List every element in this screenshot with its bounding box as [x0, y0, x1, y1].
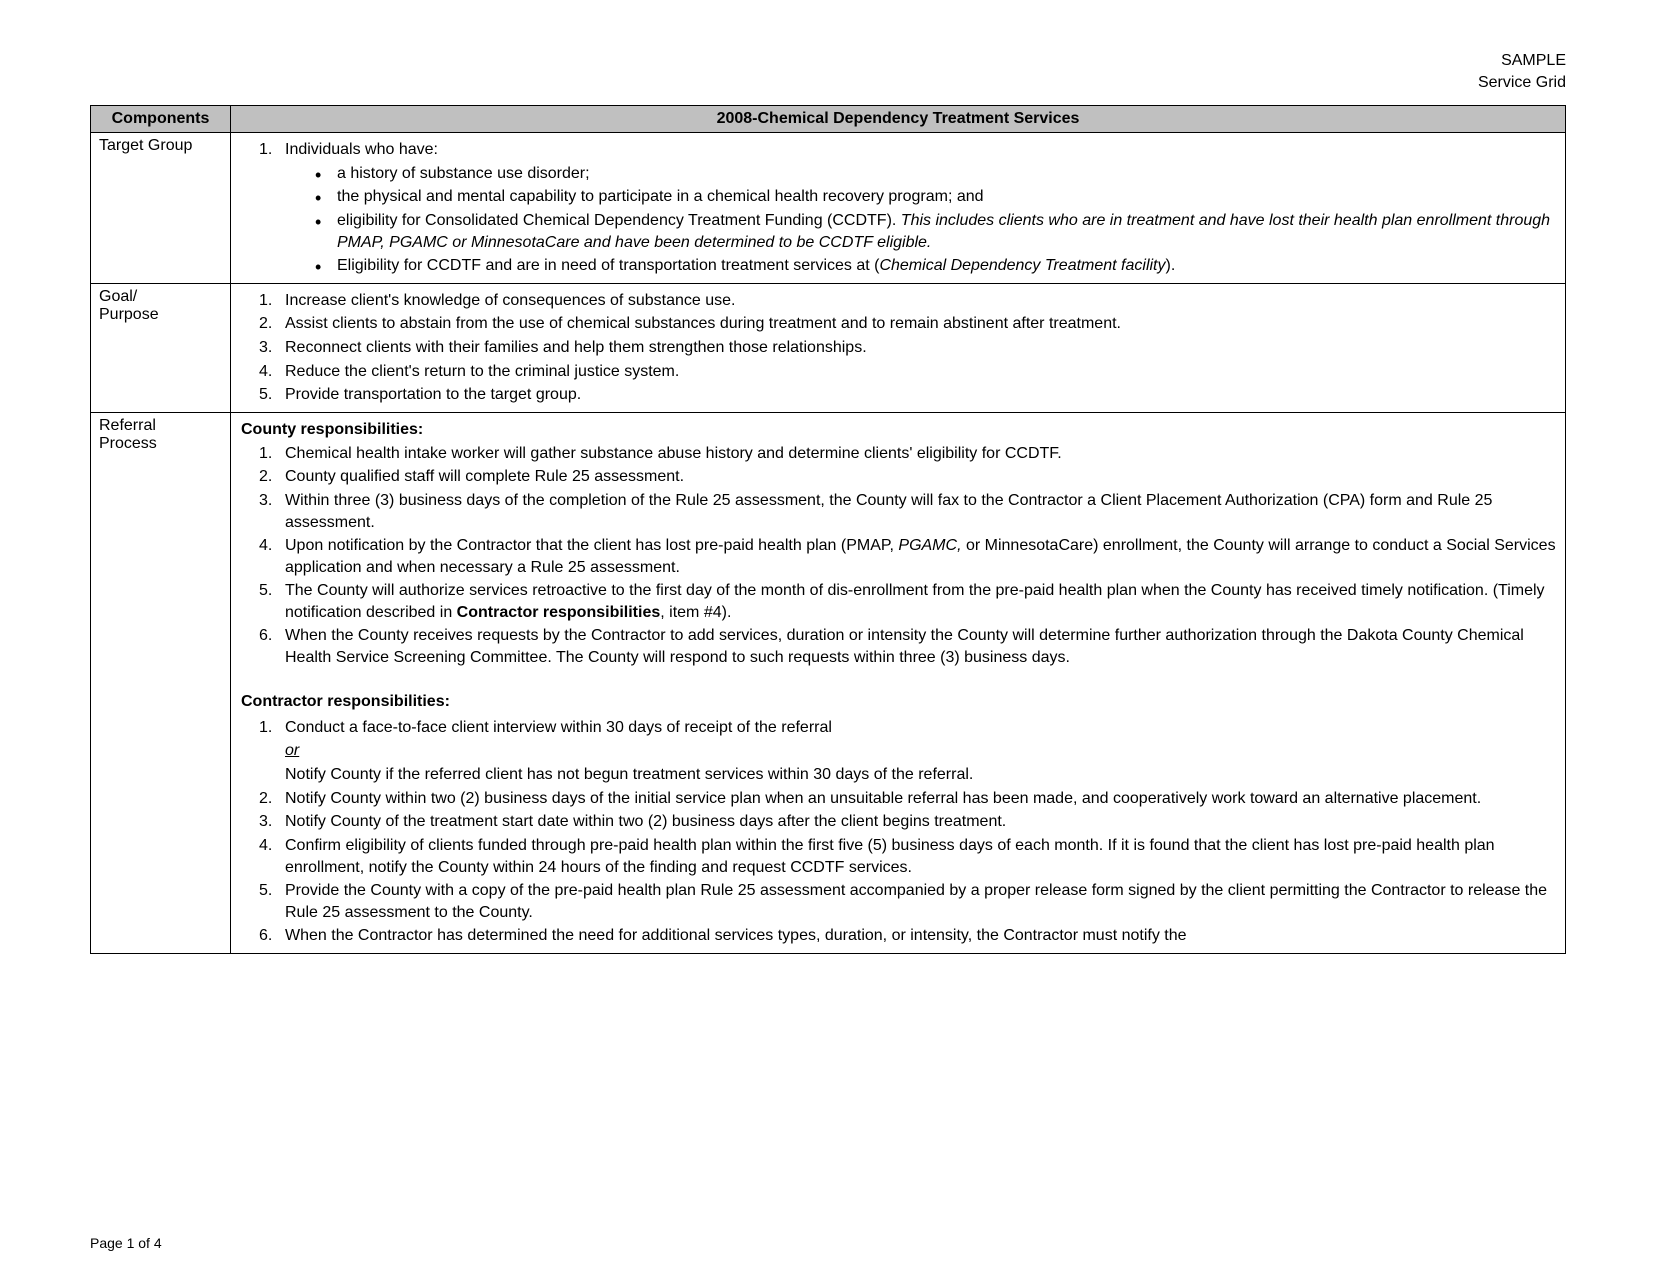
label-goal: Goal/	[99, 288, 137, 305]
label-target-group: Target Group	[91, 133, 231, 284]
county-i4-pre: Upon notification by the Contractor that…	[285, 537, 898, 554]
label-purpose: Purpose	[99, 306, 159, 323]
tg-b4-pre: Eligibility for CCDTF and are in need of…	[337, 257, 879, 274]
contractor-c1b: Notify County if the referred client has…	[285, 764, 1557, 786]
tg-b4-post: ).	[1166, 257, 1176, 274]
tg-bullet-2: the physical and mental capability to pa…	[315, 186, 1557, 208]
tg-bullet-1: a history of substance use disorder;	[315, 163, 1557, 185]
row-goal-purpose: Goal/ Purpose Increase client's knowledg…	[91, 283, 1566, 412]
county-i5-bold: Contractor responsibilities	[457, 604, 661, 621]
contractor-item-6: When the Contractor has determined the n…	[259, 925, 1557, 947]
tg-b3-pre: eligibility for Consolidated Chemical De…	[337, 212, 901, 229]
content-referral-process: County responsibilities: Chemical health…	[231, 412, 1566, 953]
label-referral: Referral	[99, 417, 156, 434]
row-target-group: Target Group Individuals who have: a his…	[91, 133, 1566, 284]
label-referral-process: Referral Process	[91, 412, 231, 953]
header-service-grid: Service Grid	[90, 72, 1566, 94]
county-item-5: The County will authorize services retro…	[259, 580, 1557, 623]
tg-bullet-4: Eligibility for CCDTF and are in need of…	[315, 255, 1557, 277]
contractor-item-3: Notify County of the treatment start dat…	[259, 811, 1557, 833]
label-goal-purpose: Goal/ Purpose	[91, 283, 231, 412]
row-referral-process: Referral Process County responsibilities…	[91, 412, 1566, 953]
content-target-group: Individuals who have: a history of subst…	[231, 133, 1566, 284]
goal-item-3: Reconnect clients with their families an…	[259, 337, 1557, 359]
tg-item-1: Individuals who have: a history of subst…	[259, 139, 1557, 277]
service-grid-table: Components 2008-Chemical Dependency Trea…	[90, 105, 1566, 954]
county-item-2: County qualified staff will complete Rul…	[259, 466, 1557, 488]
goal-item-2: Assist clients to abstain from the use o…	[259, 313, 1557, 335]
contractor-item-1: Conduct a face-to-face client interview …	[259, 717, 1557, 739]
tg-bullet-3: eligibility for Consolidated Chemical De…	[315, 210, 1557, 253]
contractor-or: or	[285, 742, 1557, 760]
col-header-services: 2008-Chemical Dependency Treatment Servi…	[231, 106, 1566, 133]
contractor-c1: Conduct a face-to-face client interview …	[285, 719, 832, 736]
page-footer: Page 1 of 4	[90, 1235, 162, 1251]
county-item-3: Within three (3) business days of the co…	[259, 490, 1557, 533]
county-item-4: Upon notification by the Contractor that…	[259, 535, 1557, 578]
label-process: Process	[99, 435, 157, 452]
contractor-responsibilities-head: Contractor responsibilities:	[241, 693, 1557, 711]
goal-item-4: Reduce the client's return to the crimin…	[259, 361, 1557, 383]
tg-lead: Individuals who have:	[285, 141, 438, 158]
page-header: SAMPLE Service Grid	[90, 50, 1566, 93]
tg-b4-italic: Chemical Dependency Treatment facility	[879, 257, 1165, 274]
table-header-row: Components 2008-Chemical Dependency Trea…	[91, 106, 1566, 133]
contractor-item-4: Confirm eligibility of clients funded th…	[259, 835, 1557, 878]
county-item-1: Chemical health intake worker will gathe…	[259, 443, 1557, 465]
county-i5-post: , item #4).	[660, 604, 731, 621]
goal-item-5: Provide transportation to the target gro…	[259, 384, 1557, 406]
content-goal-purpose: Increase client's knowledge of consequen…	[231, 283, 1566, 412]
goal-item-1: Increase client's knowledge of consequen…	[259, 290, 1557, 312]
contractor-item-2: Notify County within two (2) business da…	[259, 788, 1557, 810]
contractor-item-5: Provide the County with a copy of the pr…	[259, 880, 1557, 923]
header-sample: SAMPLE	[90, 50, 1566, 72]
county-responsibilities-head: County responsibilities:	[241, 421, 1557, 439]
col-header-components: Components	[91, 106, 231, 133]
county-i4-italic: PGAMC,	[898, 537, 961, 554]
county-item-6: When the County receives requests by the…	[259, 625, 1557, 668]
